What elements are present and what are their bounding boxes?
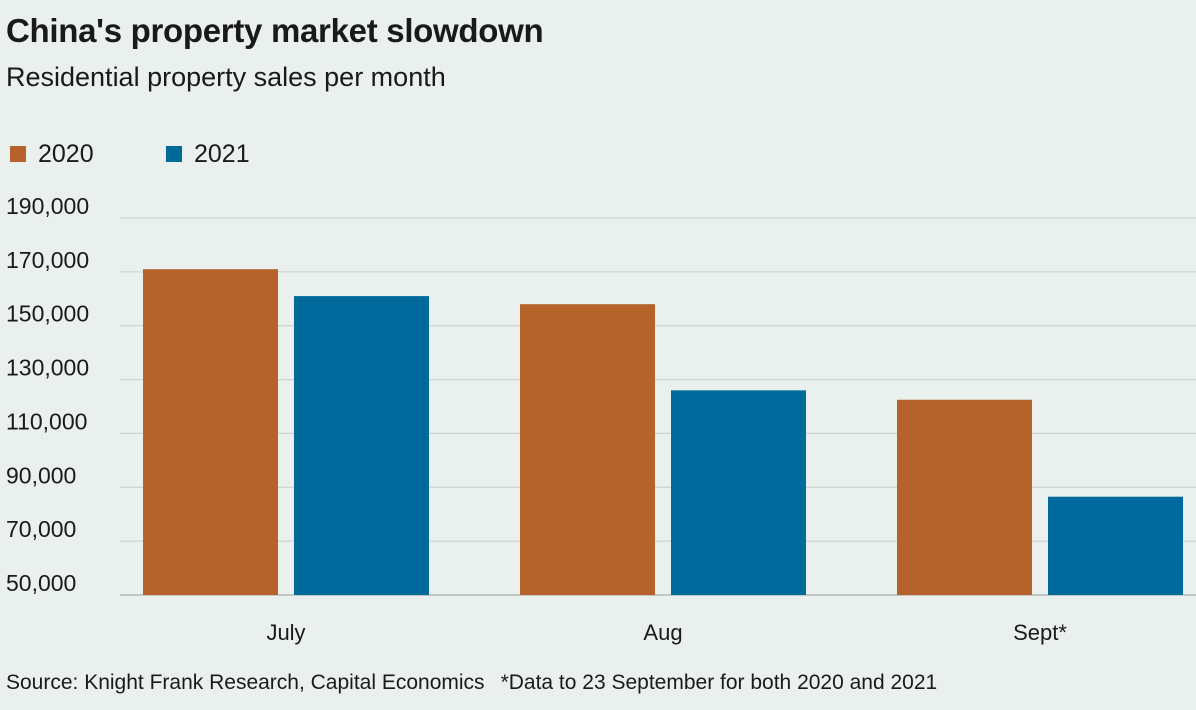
y-tick-label: 110,000 [6,408,87,434]
legend-swatch-2021 [166,146,182,162]
y-tick-label: 190,000 [6,193,89,219]
chart-title: China's property market slowdown [6,12,544,49]
footnote: Source: Knight Frank Research, Capital E… [6,671,937,695]
y-tick-label: 150,000 [6,301,89,327]
bar-2020-aug [520,304,655,595]
bar-2021-july [294,296,429,595]
y-tick-label: 170,000 [6,247,89,273]
legend: 2020 2021 [0,139,400,169]
chart-subtitle: Residential property sales per month [6,62,446,92]
y-tick-label: 90,000 [6,462,76,488]
data-note: *Data to 23 September for both 2020 and … [500,671,938,694]
bar-2021-sept [1048,496,1183,595]
legend-item-2020: 2020 [10,139,94,169]
bar-2020-sept [897,399,1032,595]
bar-2021-aug [671,390,806,595]
x-tick-label: July [266,620,305,645]
legend-item-2021: 2021 [166,139,250,169]
y-tick-label: 70,000 [6,516,76,542]
y-tick-label: 130,000 [6,355,89,381]
bar-2020-july [143,269,278,595]
x-tick-label: Sept* [1013,620,1067,645]
y-tick-label: 50,000 [6,570,76,596]
legend-label-2020: 2020 [38,139,94,168]
source-note: Source: Knight Frank Research, Capital E… [6,671,485,694]
x-tick-label: Aug [643,620,682,645]
legend-swatch-2020 [10,146,26,162]
legend-label-2021: 2021 [194,139,250,168]
bar-chart: 190,000 170,000 150,000 130,000 110,000 90,00… [6,193,1196,645]
